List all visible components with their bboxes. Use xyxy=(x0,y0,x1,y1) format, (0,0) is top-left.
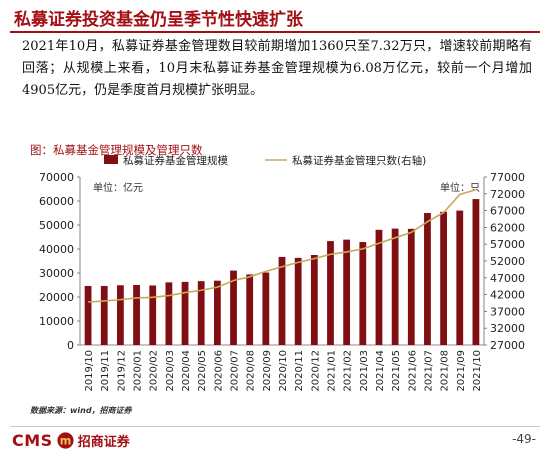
bar xyxy=(343,239,351,345)
left-tick-label: 20000 xyxy=(39,291,74,304)
left-tick-label: 60000 xyxy=(39,195,74,208)
x-tick-label: 2021/02 xyxy=(343,350,354,392)
left-tick-label: 10000 xyxy=(39,315,74,328)
logo-cms-text: CMS xyxy=(12,430,53,450)
left-axis-unit: 单位：亿元 xyxy=(93,181,143,194)
x-tick-label: 2019/10 xyxy=(84,350,95,392)
bar xyxy=(375,229,383,345)
x-tick-label: 2020/09 xyxy=(262,350,273,392)
page-title: 私募证券投资基金仍呈季节性快速扩张 xyxy=(14,10,303,30)
x-tick-label: 2021/01 xyxy=(326,350,337,392)
x-tick-label: 2020/11 xyxy=(294,350,305,392)
right-axis-unit: 单位：只 xyxy=(440,181,480,194)
right-tick-label: 42000 xyxy=(490,289,525,302)
x-tick-label: 2020/03 xyxy=(165,350,176,392)
right-tick-label: 77000 xyxy=(490,171,525,184)
logo-company-name: 招商证券 xyxy=(77,434,130,450)
x-tick-label: 2020/04 xyxy=(181,350,192,392)
left-tick-label: 40000 xyxy=(39,243,74,256)
x-tick-label: 2020/12 xyxy=(310,350,321,392)
x-tick-label: 2021/06 xyxy=(407,350,418,392)
bar xyxy=(294,257,302,345)
bar xyxy=(100,285,108,345)
logo-mark-icon: m xyxy=(57,431,74,449)
x-tick-label: 2021/09 xyxy=(456,350,467,392)
count-line xyxy=(88,188,477,303)
bar xyxy=(117,285,124,345)
x-tick-label: 2019/11 xyxy=(100,350,111,392)
bar xyxy=(440,211,447,345)
right-tick-label: 72000 xyxy=(490,188,525,201)
right-tick-label: 27000 xyxy=(490,339,525,352)
left-tick-label: 30000 xyxy=(39,267,74,280)
x-tick-label: 2021/07 xyxy=(423,350,434,392)
bar xyxy=(424,213,431,345)
footer-divider xyxy=(10,426,540,427)
right-tick-label: 52000 xyxy=(490,255,525,268)
bar xyxy=(391,228,399,345)
x-tick-label: 2020/05 xyxy=(197,350,208,392)
logo-mark-text: m xyxy=(59,434,71,447)
bar xyxy=(327,241,334,345)
right-tick-label: 37000 xyxy=(490,305,525,318)
bar xyxy=(310,255,318,345)
bar xyxy=(246,274,254,345)
x-tick-label: 2020/08 xyxy=(246,350,257,392)
title-divider xyxy=(10,31,540,33)
bar xyxy=(84,285,92,345)
bar xyxy=(149,285,157,345)
left-tick-label: 50000 xyxy=(39,219,74,232)
bar xyxy=(359,242,367,345)
left-tick-label: 0 xyxy=(67,339,74,352)
x-tick-label: 2020/10 xyxy=(278,350,289,392)
right-tick-label: 57000 xyxy=(490,238,525,251)
bar xyxy=(197,281,205,345)
summary-text: 2021年10月，私募证券基金管理数目较前期增加1360只至7.32万只，增速较… xyxy=(22,39,532,98)
bar xyxy=(213,280,221,345)
right-tick-label: 32000 xyxy=(490,322,525,335)
bar xyxy=(133,285,140,345)
bar xyxy=(230,270,237,345)
x-tick-label: 2019/12 xyxy=(116,350,127,392)
legend-line-label: 私募证券基金管理只数(右轴) xyxy=(292,154,426,167)
x-tick-label: 2021/08 xyxy=(440,350,451,392)
x-tick-label: 2021/10 xyxy=(472,350,483,392)
right-tick-label: 67000 xyxy=(490,205,525,218)
bar xyxy=(456,210,464,345)
x-tick-label: 2021/04 xyxy=(375,350,386,392)
x-tick-label: 2021/03 xyxy=(359,350,370,392)
bar xyxy=(407,228,415,345)
left-tick-label: 70000 xyxy=(39,171,74,184)
chart-title: 图：私募基金管理规模及管理只数 xyxy=(30,143,203,157)
bar xyxy=(472,199,480,345)
x-tick-label: 2020/01 xyxy=(133,350,144,392)
x-tick-label: 2020/07 xyxy=(230,350,241,392)
data-source: 数据来源：wind，招商证券 xyxy=(30,406,132,415)
right-tick-label: 47000 xyxy=(490,272,525,285)
bar xyxy=(181,281,189,345)
x-tick-label: 2020/06 xyxy=(213,350,224,392)
bar xyxy=(262,272,270,345)
company-logo: CMS m 招商证券 xyxy=(12,429,130,451)
legend-bar-swatch xyxy=(104,155,118,164)
x-tick-label: 2020/02 xyxy=(149,350,160,392)
bar xyxy=(278,256,286,345)
x-tick-label: 2021/05 xyxy=(391,350,402,392)
bar xyxy=(165,282,173,345)
legend-bar-label: 私募证券基金管理规模 xyxy=(123,154,228,167)
page-number: -49- xyxy=(512,432,536,446)
right-tick-label: 62000 xyxy=(490,221,525,234)
